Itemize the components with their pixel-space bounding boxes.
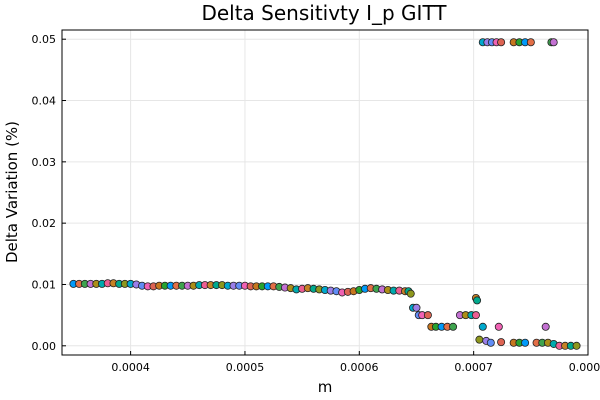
data-point: [473, 296, 482, 305]
data-point: [494, 322, 503, 331]
x-tick-label: 0.0005: [226, 361, 265, 374]
data-point: [497, 38, 506, 47]
y-tick-label: 0.05: [32, 33, 57, 46]
data-point: [406, 289, 415, 298]
x-tick-label: 0.0007: [454, 361, 493, 374]
data-point: [521, 338, 530, 347]
chart-title: Delta Sensitivty I_p GITT: [201, 1, 447, 25]
y-tick-label: 0.00: [32, 340, 57, 353]
x-tick-label: 0.0004: [111, 361, 150, 374]
plot-frame: [61, 29, 589, 356]
data-point: [423, 311, 432, 320]
y-tick-label: 0.03: [32, 156, 57, 169]
data-points: [69, 38, 581, 350]
data-point: [572, 341, 581, 350]
data-point: [412, 303, 421, 312]
x-tick-label: 0.0008: [569, 361, 600, 374]
x-axis-ticks: 0.0004 0.0005 0.0006 0.0007 0.0008: [111, 351, 600, 374]
data-point: [486, 338, 495, 347]
data-point: [471, 311, 480, 320]
y-tick-label: 0.01: [32, 278, 57, 291]
x-tick-label: 0.0006: [340, 361, 379, 374]
data-point: [449, 322, 458, 331]
y-axis-ticks: 0.00 0.01 0.02 0.03 0.04 0.05: [32, 33, 66, 353]
data-point: [478, 322, 487, 331]
y-tick-label: 0.02: [32, 217, 57, 230]
data-point: [497, 338, 506, 347]
data-point: [549, 38, 558, 47]
grid-lines: [62, 30, 589, 355]
y-tick-label: 0.04: [32, 95, 57, 108]
y-axis-label: Delta Variation (%): [3, 121, 21, 263]
data-point: [526, 38, 535, 47]
data-point: [541, 322, 550, 331]
x-axis-label: m: [318, 378, 333, 396]
data-point: [475, 335, 484, 344]
